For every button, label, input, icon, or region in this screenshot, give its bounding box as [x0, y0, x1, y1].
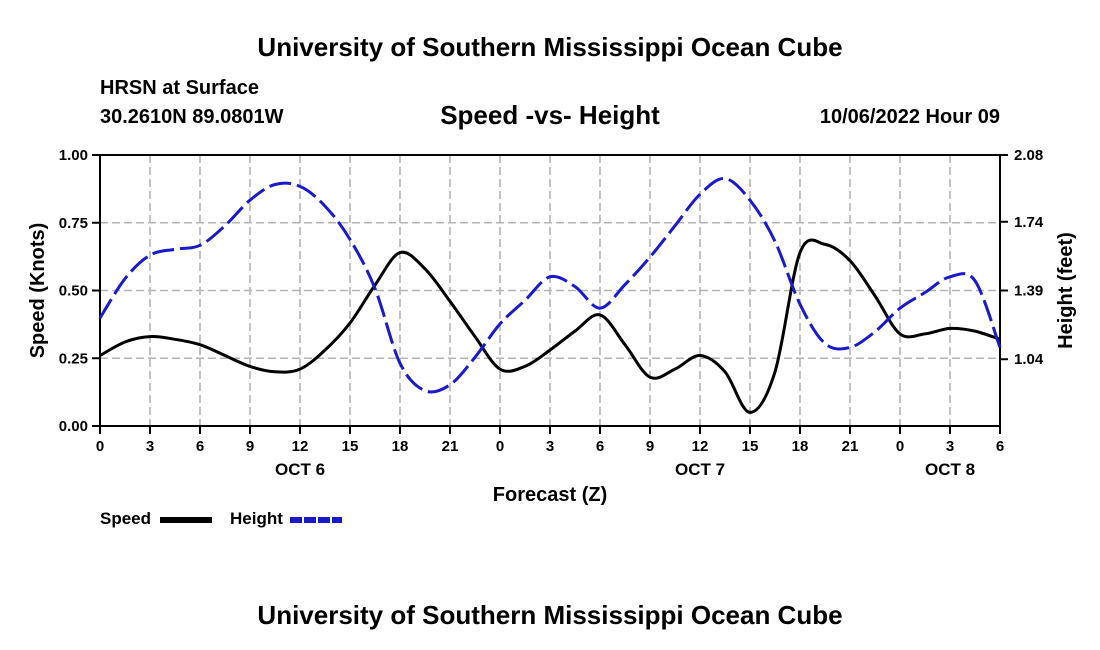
y-axis-title: Speed (Knots) [27, 223, 49, 359]
x-tick-label: 0 [96, 438, 104, 455]
y-tick-label: 0.00 [59, 418, 88, 435]
day-label: OCT 7 [675, 460, 725, 479]
y-tick-label: 1.00 [59, 147, 88, 164]
legend-speed-swatch [160, 517, 212, 523]
x-tick-label: 3 [146, 438, 154, 455]
y2-tick-label: 2.08 [1014, 147, 1043, 164]
y-tick-label: 0.75 [59, 215, 88, 232]
x-tick-label: 6 [596, 438, 604, 455]
bottom-title: University of Southern Mississippi Ocean… [257, 600, 843, 630]
coordinates-label: 30.2610N 89.0801W [100, 106, 284, 128]
day-label: OCT 6 [275, 460, 325, 479]
y2-tick-label: 1.04 [1014, 351, 1044, 368]
series-line-speed [99, 238, 1001, 414]
x-tick-label: 12 [292, 438, 309, 455]
timestamp-label: 10/06/2022 Hour 09 [819, 106, 1000, 128]
x-tick-label: 21 [442, 438, 459, 455]
x-tick-label: 12 [692, 438, 709, 455]
x-tick-label: 9 [246, 438, 254, 455]
legend-height-label: Height [230, 509, 283, 528]
x-tick-label: 21 [842, 438, 859, 455]
x-tick-label: 3 [946, 438, 954, 455]
y2-axis-title: Height (feet) [1055, 232, 1077, 349]
series-line-height [98, 177, 1002, 394]
x-axis-title: Forecast (Z) [493, 484, 607, 506]
x-tick-label: 0 [496, 438, 504, 455]
x-tick-label: 15 [742, 438, 759, 455]
x-tick-label: 3 [546, 438, 554, 455]
x-tick-label: 18 [792, 438, 809, 455]
y2-tick-label: 1.74 [1014, 214, 1044, 231]
y2-tick-label: 1.39 [1014, 283, 1043, 300]
series-layer [98, 177, 1002, 414]
x-tick-label: 9 [646, 438, 654, 455]
x-tick-label: 6 [196, 438, 204, 455]
y-tick-label: 0.50 [59, 283, 88, 300]
top-title: University of Southern Mississippi Ocean… [257, 32, 843, 62]
y-tick-label: 0.25 [59, 350, 88, 367]
x-tick-label: 15 [342, 438, 359, 455]
x-tick-label: 18 [392, 438, 409, 455]
station-label: HRSN at Surface [100, 77, 259, 99]
ticks-layer [92, 154, 1008, 434]
legend-height-swatch [290, 517, 342, 523]
x-tick-label: 6 [996, 438, 1004, 455]
day-label: OCT 8 [925, 460, 975, 479]
chart-title: Speed -vs- Height [440, 100, 660, 130]
legend-speed-label: Speed [100, 509, 152, 528]
label-layer: 0 3 6 9 12 15 18 21 0 3 6 9 12 15 18 21 0 3 6 0.00 0.25 0.50 0… [27, 147, 1077, 506]
x-tick-label: 0 [896, 438, 904, 455]
grid-layer [100, 154, 1000, 426]
